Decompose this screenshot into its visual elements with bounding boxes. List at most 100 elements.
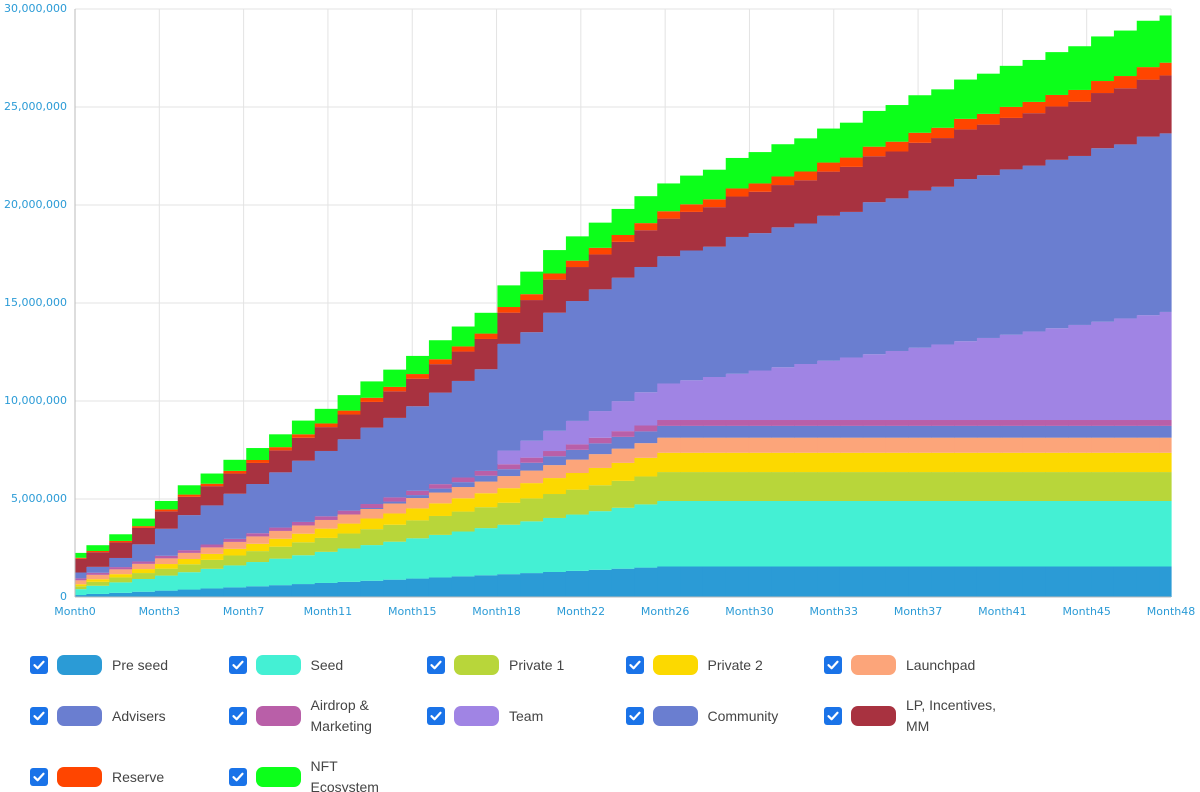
area-step	[451, 477, 476, 483]
area-step	[908, 347, 932, 421]
area-step	[428, 340, 453, 360]
area-step	[543, 494, 567, 518]
area-step	[497, 488, 521, 503]
area-step	[474, 507, 499, 529]
area-step	[86, 574, 110, 580]
area-step	[862, 472, 887, 501]
area-step	[954, 452, 978, 473]
area-step	[954, 129, 978, 180]
legend-swatch	[652, 655, 698, 675]
area-step	[725, 236, 750, 374]
area-step	[1068, 472, 1092, 501]
area-step	[839, 566, 864, 597]
area-step	[1091, 566, 1115, 597]
area-step	[314, 582, 339, 597]
area-step	[1045, 94, 1069, 107]
area-step	[862, 420, 887, 426]
area-step	[474, 575, 499, 597]
area-step	[474, 369, 499, 471]
area-step	[908, 472, 932, 501]
area-step	[1136, 452, 1161, 473]
area-step	[1045, 566, 1069, 597]
y-tick-label: 25,000,000	[4, 100, 67, 113]
legend-checkbox[interactable]	[228, 768, 247, 786]
area-step	[657, 472, 681, 501]
legend-swatch	[652, 706, 698, 726]
area-step	[885, 151, 910, 199]
area-step	[657, 420, 681, 426]
area-step	[1022, 452, 1047, 473]
area-step	[611, 431, 636, 437]
area-step	[383, 501, 407, 504]
area-step	[177, 564, 202, 573]
area-step	[954, 566, 978, 597]
area-step	[75, 578, 88, 581]
area-step	[177, 550, 202, 553]
area-step	[497, 502, 521, 525]
legend-checkbox[interactable]	[625, 707, 644, 725]
area-step	[725, 420, 750, 426]
check-icon	[33, 772, 45, 782]
area-step	[588, 254, 613, 290]
area-step	[291, 584, 316, 597]
area-step	[954, 179, 978, 342]
legend-checkbox[interactable]	[824, 656, 842, 674]
area-step	[543, 456, 567, 466]
area-step	[702, 452, 727, 473]
area-step	[406, 490, 430, 496]
area-step	[1068, 420, 1092, 426]
area-step	[725, 472, 750, 501]
area-step	[474, 333, 499, 339]
legend-label: Pre seed	[112, 656, 169, 673]
area-step	[75, 557, 88, 559]
area-step	[839, 425, 864, 438]
legend-checkbox[interactable]	[824, 707, 842, 725]
legend-item: Team	[427, 696, 605, 736]
legend-checkbox[interactable]	[30, 707, 48, 725]
area-step	[1136, 500, 1161, 567]
area-step	[1045, 425, 1069, 438]
legend-checkbox[interactable]	[427, 707, 445, 725]
legend-checkbox[interactable]	[427, 656, 445, 674]
area-step	[75, 580, 88, 585]
area-step	[337, 533, 362, 549]
area-step	[291, 555, 316, 585]
legend-checkbox[interactable]	[228, 707, 247, 725]
area-step	[611, 462, 636, 481]
area-step	[680, 250, 704, 381]
area-step	[771, 144, 795, 177]
area-step	[269, 546, 293, 559]
area-step	[702, 420, 727, 426]
legend-checkbox[interactable]	[30, 768, 48, 786]
area-step	[200, 559, 225, 569]
area-step	[291, 437, 316, 461]
area-step	[451, 487, 476, 499]
area-step	[154, 575, 179, 591]
area-step	[154, 568, 179, 576]
area-step	[520, 483, 544, 499]
area-step	[1022, 566, 1047, 597]
area-step	[474, 481, 499, 494]
area-step	[246, 586, 270, 597]
area-step	[908, 566, 932, 597]
area-step	[748, 370, 773, 421]
area-step	[680, 211, 704, 251]
legend-checkbox[interactable]	[625, 656, 644, 674]
area-step	[839, 500, 864, 567]
area-step	[428, 364, 453, 393]
legend-checkbox[interactable]	[228, 656, 247, 674]
area-step	[543, 312, 567, 431]
area-step	[634, 476, 658, 505]
area-step	[383, 369, 407, 387]
area-step	[771, 176, 795, 186]
legend-label: Reserve	[112, 768, 165, 785]
area-step	[360, 401, 384, 428]
area-step	[1068, 437, 1092, 453]
area-step	[794, 223, 818, 364]
area-step	[839, 420, 864, 426]
x-tick-label: Month48	[1147, 605, 1195, 618]
area-step	[497, 343, 521, 451]
area-step	[680, 175, 704, 205]
legend-checkbox[interactable]	[30, 656, 48, 674]
area-step	[520, 573, 544, 597]
